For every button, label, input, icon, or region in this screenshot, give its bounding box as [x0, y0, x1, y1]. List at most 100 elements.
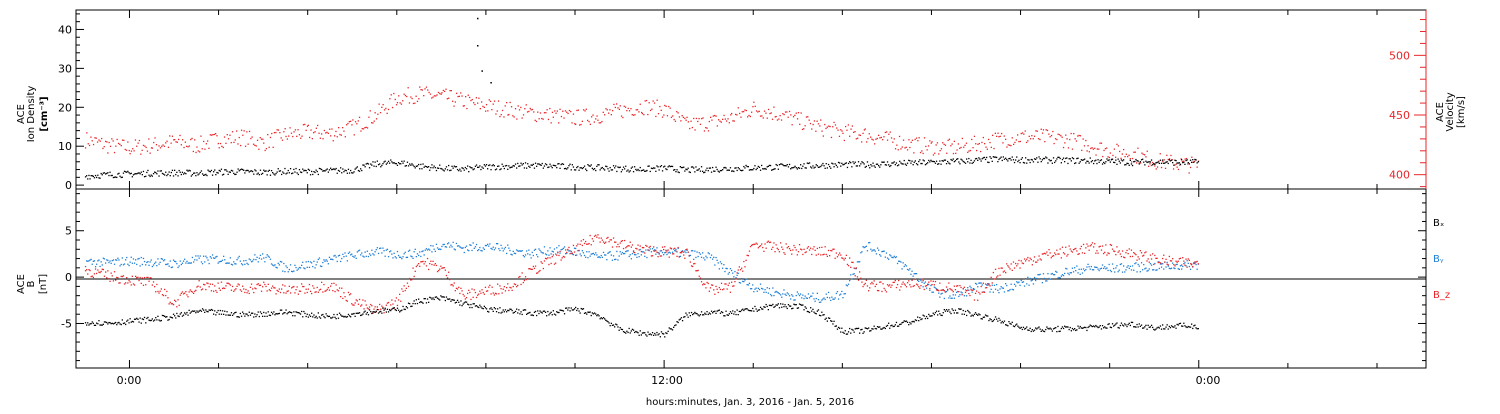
data-point: [698, 256, 699, 257]
data-point: [1076, 265, 1077, 266]
data-point: [321, 133, 322, 134]
data-point: [86, 324, 87, 325]
data-point: [351, 303, 352, 304]
data-point: [391, 254, 392, 255]
data-point: [909, 284, 910, 285]
data-point: [646, 257, 647, 258]
data-point: [1037, 162, 1038, 163]
data-point: [381, 313, 382, 314]
data-point: [119, 282, 120, 283]
data-point: [661, 331, 662, 332]
data-point: [1111, 245, 1112, 246]
data-point: [885, 132, 886, 133]
data-point: [797, 168, 798, 169]
data-point: [244, 292, 245, 293]
data-point: [496, 168, 497, 169]
data-point: [708, 170, 709, 171]
data-point: [134, 263, 135, 264]
data-point: [177, 299, 178, 300]
data-point: [639, 170, 640, 171]
data-point: [567, 167, 568, 168]
data-point: [924, 137, 925, 138]
data-point: [465, 96, 466, 97]
data-point: [592, 115, 593, 116]
data-point: [1168, 266, 1169, 267]
data-point: [938, 311, 939, 312]
data-point: [690, 172, 691, 173]
data-point: [223, 147, 224, 148]
data-point: [502, 164, 503, 165]
data-point: [205, 256, 206, 257]
data-point: [484, 306, 485, 307]
data-point: [369, 167, 370, 168]
data-point: [1171, 268, 1172, 269]
data-point: [617, 166, 618, 167]
data-point: [1141, 153, 1142, 154]
data-point: [92, 264, 93, 265]
data-point: [767, 287, 768, 288]
data-point: [179, 316, 180, 317]
data-point: [991, 319, 992, 320]
data-point: [782, 249, 783, 250]
data-point: [327, 261, 328, 262]
data-point: [284, 271, 285, 272]
data-point: [236, 172, 237, 173]
data-point: [1056, 331, 1057, 332]
data-point: [1001, 157, 1002, 158]
data-point: [829, 166, 830, 167]
data-point: [616, 251, 617, 252]
data-point: [445, 168, 446, 169]
data-point: [1145, 161, 1146, 162]
data-point: [368, 117, 369, 118]
data-point: [1101, 159, 1102, 160]
data-point: [836, 252, 837, 253]
data-point: [334, 317, 335, 318]
data-point: [819, 125, 820, 126]
data-point: [981, 286, 982, 287]
data-point: [1092, 326, 1093, 327]
data-point: [297, 172, 298, 173]
data-point: [326, 259, 327, 260]
data-point: [425, 298, 426, 299]
data-point: [548, 314, 549, 315]
data-point: [180, 313, 181, 314]
data-point: [938, 163, 939, 164]
data-point: [275, 173, 276, 174]
data-point: [551, 312, 552, 313]
data-point: [505, 309, 506, 310]
data-point: [926, 288, 927, 289]
data-point: [796, 304, 797, 305]
data-point: [282, 140, 283, 141]
data-point: [743, 111, 744, 112]
data-point: [172, 267, 173, 268]
data-point: [820, 254, 821, 255]
data-point: [458, 170, 459, 171]
data-point: [195, 312, 196, 313]
data-point: [447, 277, 448, 278]
data-point: [962, 292, 963, 293]
data-point: [479, 291, 480, 292]
data-point: [375, 306, 376, 307]
data-point: [487, 290, 488, 291]
data-point: [686, 169, 687, 170]
data-point: [859, 333, 860, 334]
data-point: [598, 315, 599, 316]
data-point: [815, 301, 816, 302]
data-point: [630, 332, 631, 333]
data-point: [454, 282, 455, 283]
data-point: [779, 164, 780, 165]
data-point: [827, 297, 828, 298]
data-point: [502, 312, 503, 313]
data-point: [569, 250, 570, 251]
data-point: [762, 309, 763, 310]
data-point: [1097, 253, 1098, 254]
data-point: [563, 248, 564, 249]
data-point: [455, 101, 456, 102]
data-point: [614, 167, 615, 168]
data-point: [464, 105, 465, 106]
data-point: [515, 311, 516, 312]
data-point: [810, 248, 811, 249]
data-point: [184, 293, 185, 294]
data-point: [835, 326, 836, 327]
data-point: [689, 255, 690, 256]
